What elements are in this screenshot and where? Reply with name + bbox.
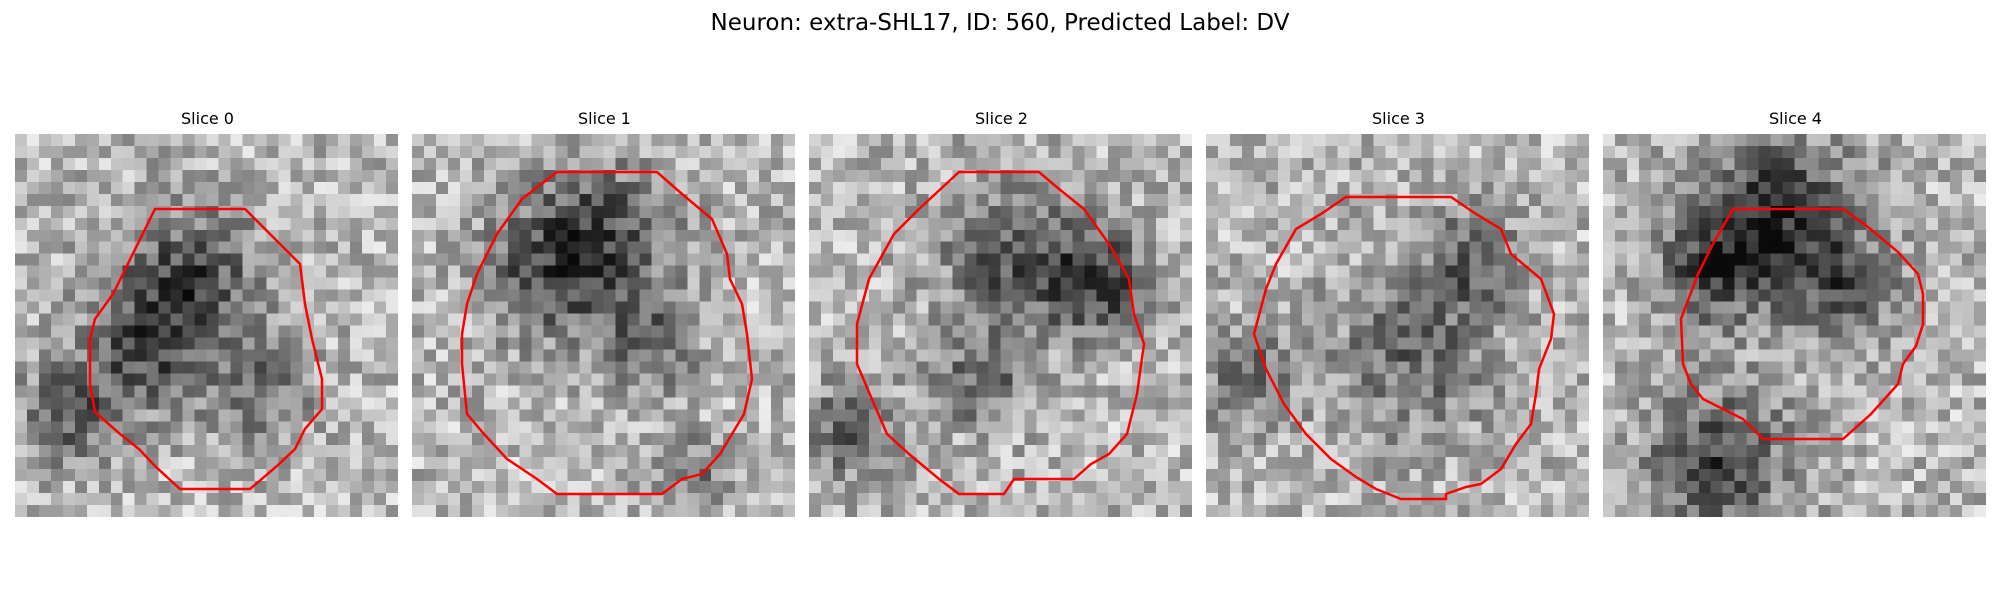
slice-image — [412, 134, 795, 517]
cell-contour — [1252, 195, 1556, 501]
grayscale-pixels — [15, 134, 398, 517]
slice-panel-0: Slice 0 — [15, 108, 400, 518]
slice-title: Slice 2 — [975, 109, 1028, 128]
slice-title: Slice 4 — [1769, 109, 1822, 128]
grayscale-pixels — [1603, 134, 1986, 517]
slice-image — [1206, 134, 1589, 517]
slice-panel-4: Slice 4 — [1603, 108, 1988, 518]
slice-image — [1603, 134, 1986, 517]
grayscale-pixels — [412, 134, 795, 517]
slice-title: Slice 0 — [181, 109, 234, 128]
grayscale-pixels — [1206, 134, 1589, 517]
figure-title: Neuron: extra-SHL17, ID: 560, Predicted … — [710, 10, 1290, 36]
cell-contour — [1679, 207, 1925, 441]
slice-image — [809, 134, 1192, 517]
slice-title: Slice 1 — [578, 109, 631, 128]
slice-panel-3: Slice 3 — [1206, 108, 1591, 518]
cell-contour — [88, 207, 324, 491]
grayscale-pixels — [809, 134, 1192, 517]
slice-panel-2: Slice 2 — [809, 108, 1194, 518]
cell-contour — [460, 170, 754, 496]
slice-panel-1: Slice 1 — [412, 108, 797, 518]
slice-title: Slice 3 — [1372, 109, 1425, 128]
slice-image — [15, 134, 398, 517]
cell-contour — [855, 170, 1146, 496]
